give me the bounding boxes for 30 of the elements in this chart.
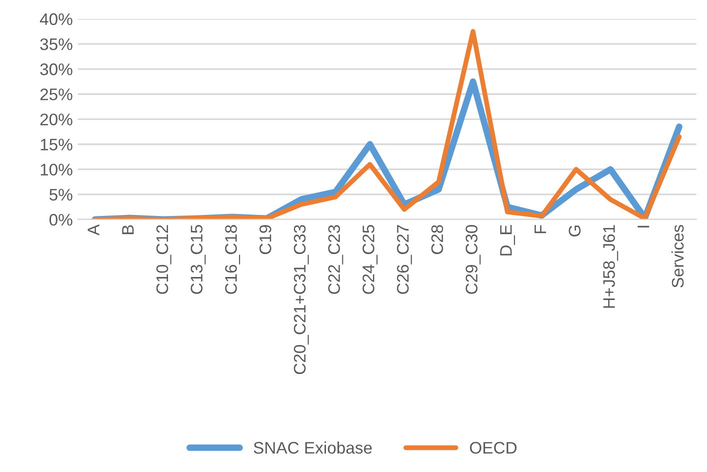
legend-label: SNAC Exiobase [254,441,372,454]
y-tick-label: 0% [49,214,72,226]
x-tick-label: H+J58_J61 [603,225,618,308]
y-tick-label: 5% [49,188,72,201]
x-tick-label: C13_C15 [190,225,206,294]
legend-label: OECD [470,442,517,454]
x-tick-label: C16_C18 [225,225,240,294]
y-tick-label: 35% [40,38,72,50]
x-tick-label: F [534,225,546,234]
x-tick-label: A [88,224,100,236]
x-tick-label: C20_C21+C31_C33 [294,225,309,374]
x-tick-label: C22_C23 [328,225,344,294]
y-tick-label: 25% [40,88,72,100]
x-tick-label: C24_C25 [362,225,378,294]
y-tick-label: 20% [40,114,72,126]
x-tick-label: G [568,226,581,236]
x-tick-label: C29_C30 [466,224,481,294]
x-tick-label: Services [671,224,684,288]
x-tick-label: I [638,226,650,228]
x-tick-label: D_E [500,225,515,256]
x-tick-label: C19 [259,225,272,254]
x-tick-label: C28 [431,225,444,254]
x-tick-label: C10_C12 [156,225,172,294]
y-tick-label: 40% [40,13,72,26]
x-tick-label: C26_C27 [396,225,412,294]
y-tick-label: 15% [40,138,72,150]
x-tick-label: B [122,225,134,234]
y-tick-label: 30% [40,63,72,76]
y-tick-label: 10% [40,164,72,176]
line-series [92,29,682,220]
